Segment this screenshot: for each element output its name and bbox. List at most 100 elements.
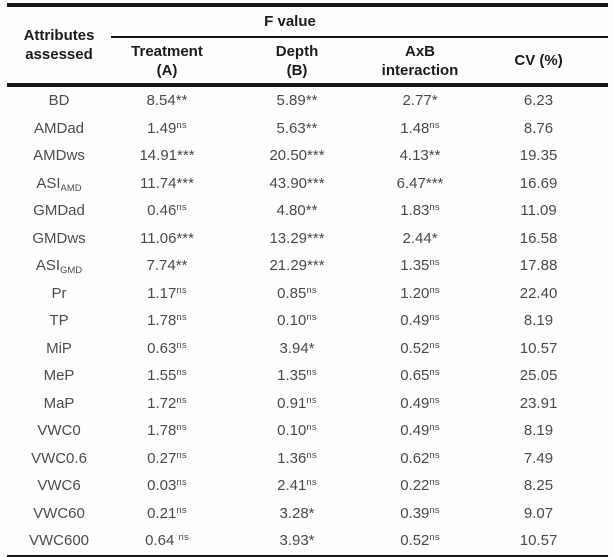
cv-cell: 17.88 — [519, 257, 558, 275]
cv-cell: 6.23 — [523, 92, 554, 110]
cv-cell: 8.19 — [523, 312, 554, 330]
ns-superscript: ns — [306, 422, 317, 434]
ns-superscript: ns — [429, 119, 440, 131]
treatment-f-cell: 0.64 ns — [145, 532, 189, 550]
treatment-f-cell: 0.21ns — [147, 504, 187, 522]
table-body: BD 8.54** 5.89** 2.77* 6.23 AMDad 1.49ns… — [7, 85, 608, 557]
col-header-attributes: Attributes assessed — [7, 5, 111, 87]
depth-f-cell: 0.91ns — [277, 394, 317, 412]
interaction-f-cell: 0.49ns — [400, 394, 440, 412]
cv-cell: 8.25 — [523, 477, 554, 495]
cv-cell: 16.69 — [519, 174, 558, 192]
table-row: VWC6 0.03ns 2.41ns 0.22ns 8.25 — [7, 472, 608, 500]
ns-superscript: ns — [176, 339, 187, 351]
table-row: AMDws 14.91*** 20.50*** 4.13** 19.35 — [7, 142, 608, 170]
treatment-f-cell: 11.06*** — [140, 229, 194, 247]
cv-cell: 22.40 — [519, 284, 558, 302]
depth-f-cell: 4.80** — [276, 202, 318, 220]
cv-cell: 8.76 — [523, 119, 554, 137]
col-header-cv: CV (%) — [469, 37, 609, 87]
attribute-cell: VWC0.6 — [31, 449, 87, 467]
ns-superscript: ns — [306, 284, 317, 296]
ns-superscript: ns — [176, 422, 187, 434]
interaction-f-cell: 0.52ns — [400, 532, 440, 550]
table-row: ASIAMD 11.74*** 43.90*** 6.47*** 16.69 — [7, 170, 608, 198]
col-header-treatment: Treatment (A) — [111, 37, 223, 87]
depth-f-cell: 1.36ns — [277, 449, 317, 467]
table-row: ASIGMD 7.74** 21.29*** 1.35ns 17.88 — [7, 252, 608, 280]
table-row: AMDad 1.49ns 5.63** 1.48ns 8.76 — [7, 115, 608, 143]
attribute-cell: AMDad — [33, 119, 85, 137]
interaction-f-cell: 4.13** — [399, 147, 441, 165]
ns-superscript: ns — [176, 367, 187, 379]
ns-superscript: ns — [176, 202, 187, 214]
attribute-cell: MiP — [46, 339, 72, 357]
cv-cell: 10.57 — [519, 339, 558, 357]
ns-superscript: ns — [306, 367, 317, 379]
cv-cell: 11.09 — [520, 202, 557, 220]
treatment-f-cell: 14.91*** — [139, 147, 195, 165]
interaction-f-cell: 0.62ns — [400, 449, 440, 467]
treatment-f-cell: 1.78ns — [147, 422, 187, 440]
interaction-f-cell: 0.52ns — [400, 339, 440, 357]
depth-f-cell: 3.94* — [279, 339, 315, 357]
col-group-header-f-value: F value — [111, 5, 470, 38]
depth-f-cell: 20.50*** — [269, 147, 325, 165]
interaction-f-cell: 0.22ns — [400, 477, 440, 495]
interaction-f-cell: 1.48ns — [400, 119, 440, 137]
attribute-subscript: GMD — [60, 265, 83, 277]
cv-cell: 9.07 — [523, 504, 554, 522]
depth-f-cell: 13.29*** — [269, 229, 325, 247]
attribute-cell: GMDad — [33, 202, 85, 220]
treatment-f-cell: 0.63ns — [147, 339, 187, 357]
depth-f-cell: 3.28* — [279, 504, 315, 522]
attribute-cell: GMDws — [32, 229, 86, 247]
depth-f-cell: 0.10ns — [277, 312, 317, 330]
table-row: GMDws 11.06*** 13.29*** 2.44* 16.58 — [7, 225, 608, 253]
table-row: VWC0.6 0.27ns 1.36ns 0.62ns 7.49 — [7, 445, 608, 473]
ns-superscript: ns — [176, 119, 187, 131]
attribute-cell: AMDws — [33, 147, 85, 165]
table-row: VWC600 0.64 ns 3.93* 0.52ns 10.57 — [7, 527, 608, 557]
depth-f-cell: 1.35ns — [277, 367, 317, 385]
ns-superscript: ns — [429, 284, 440, 296]
attribute-cell: ASIAMD — [36, 174, 82, 194]
cv-cell: 10.57 — [519, 532, 558, 550]
ns-superscript: ns — [176, 312, 187, 324]
treatment-f-cell: 11.74*** — [140, 174, 194, 192]
col-header-axb-interaction: AxB interaction — [371, 37, 470, 87]
table-row: MiP 0.63ns 3.94* 0.52ns 10.57 — [7, 335, 608, 363]
ns-superscript: ns — [429, 532, 440, 544]
depth-f-cell: 21.29*** — [269, 257, 325, 275]
ns-superscript: ns — [429, 394, 440, 406]
attribute-cell: VWC0 — [37, 422, 81, 440]
ns-superscript: ns — [176, 477, 187, 489]
interaction-f-cell: 0.65ns — [400, 367, 440, 385]
ns-superscript: ns — [306, 394, 317, 406]
ns-superscript: ns — [176, 394, 187, 406]
depth-f-cell: 0.10ns — [277, 422, 317, 440]
treatment-f-cell: 7.74** — [146, 257, 188, 275]
ns-superscript: ns — [176, 449, 187, 461]
ns-superscript: ns — [306, 312, 317, 324]
treatment-f-cell: 0.03ns — [147, 477, 187, 495]
table-header: Attributes assessed F value Treatment (A)… — [7, 5, 609, 87]
treatment-f-cell: 1.17ns — [147, 284, 187, 302]
ns-superscript: ns — [176, 284, 187, 296]
table-row: GMDad 0.46ns 4.80** 1.83ns 11.09 — [7, 197, 608, 225]
table-row: Pr 1.17ns 0.85ns 1.20ns 22.40 — [7, 280, 608, 308]
treatment-f-cell: 0.46ns — [147, 202, 187, 220]
ns-superscript: ns — [176, 504, 187, 516]
attribute-subscript: AMD — [60, 182, 82, 194]
cv-cell: 23.91 — [519, 394, 558, 412]
attribute-cell: Pr — [51, 284, 67, 302]
ns-superscript: ns — [306, 449, 317, 461]
col-header-depth: Depth (B) — [223, 37, 371, 87]
interaction-f-cell: 6.47*** — [396, 174, 444, 192]
table-row: MeP 1.55ns 1.35ns 0.65ns 25.05 — [7, 362, 608, 390]
ns-superscript: ns — [429, 312, 440, 324]
interaction-f-cell: 1.20ns — [400, 284, 440, 302]
ns-superscript: ns — [429, 422, 440, 434]
treatment-f-cell: 8.54** — [146, 92, 188, 110]
